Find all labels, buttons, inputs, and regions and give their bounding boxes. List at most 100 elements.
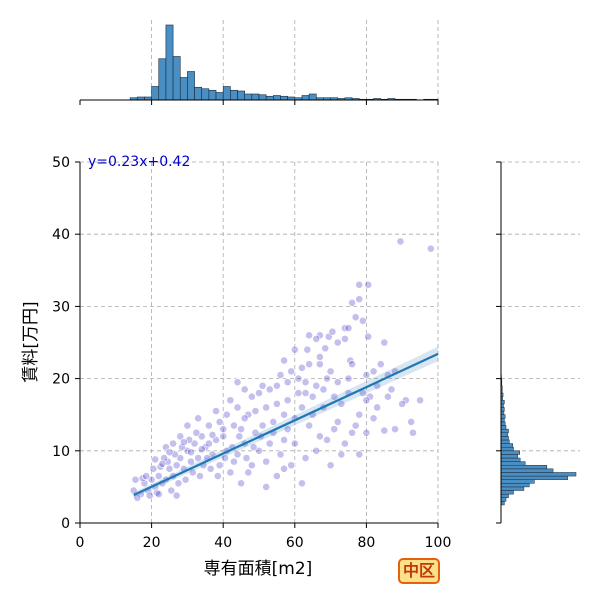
scatter-point bbox=[283, 378, 292, 387]
scatter-point bbox=[242, 454, 251, 462]
scatter-point bbox=[269, 418, 278, 426]
scatter-point bbox=[249, 443, 258, 452]
scatter-point bbox=[416, 396, 424, 405]
top-hist-bar bbox=[244, 93, 253, 101]
scatter-point bbox=[197, 445, 206, 454]
scatter-point bbox=[330, 425, 339, 434]
scatter-point bbox=[364, 332, 373, 341]
x-tick-label: 60 bbox=[286, 535, 304, 551]
top-hist-bar bbox=[237, 90, 245, 101]
regression-equation: y=0.23x+0.42 bbox=[88, 154, 190, 170]
right-hist-bar bbox=[500, 450, 520, 455]
scatter-point bbox=[172, 461, 181, 470]
scatter-point bbox=[294, 374, 303, 383]
scatter-point bbox=[298, 363, 306, 372]
scatter-point bbox=[337, 399, 346, 408]
right-hist-bar bbox=[500, 490, 514, 495]
scatter-point bbox=[167, 486, 176, 495]
scatter-point bbox=[344, 324, 353, 332]
scatter-point bbox=[240, 385, 249, 394]
scatter-point bbox=[369, 414, 378, 423]
scatter-point bbox=[276, 371, 285, 379]
right-hist-bar bbox=[500, 486, 525, 491]
scatter-point bbox=[380, 426, 389, 435]
scatter-point bbox=[221, 454, 229, 462]
scatter-point bbox=[194, 414, 203, 423]
regression-line bbox=[133, 352, 439, 497]
y-axis-label: 賃料[万円] bbox=[21, 301, 41, 382]
scatter-point bbox=[208, 431, 217, 439]
scatter-point bbox=[176, 454, 185, 462]
scatter-point bbox=[172, 491, 181, 500]
scatter-point bbox=[323, 436, 331, 444]
scatter-point bbox=[348, 428, 356, 437]
scatter-point bbox=[387, 385, 396, 394]
scatter-point bbox=[181, 475, 190, 484]
scatter-point bbox=[398, 399, 407, 408]
top-hist-bar bbox=[265, 95, 274, 101]
scatter-point bbox=[294, 389, 303, 397]
scatter-point bbox=[330, 392, 339, 401]
scatter-point bbox=[341, 439, 349, 448]
scatter-point bbox=[391, 425, 399, 434]
x-tick-label: 40 bbox=[214, 535, 232, 551]
scatter-point bbox=[178, 443, 186, 452]
scatter-point bbox=[383, 392, 392, 401]
scatter-point bbox=[262, 403, 271, 412]
top-hist-bar bbox=[201, 88, 210, 101]
scatter-point bbox=[312, 381, 321, 390]
scatter-plot: 0 20 40 60 80 100 0 10 20 30 40 50 bbox=[52, 155, 451, 551]
scatter-point bbox=[262, 482, 271, 491]
scatter-point bbox=[235, 432, 244, 441]
scatter-point bbox=[160, 454, 169, 462]
scatter-point bbox=[131, 475, 140, 484]
scatter-point bbox=[240, 414, 249, 423]
scatter-point bbox=[315, 432, 324, 441]
right-histogram bbox=[496, 161, 580, 524]
top-hist-bar bbox=[301, 95, 310, 101]
scatter-point bbox=[197, 432, 206, 441]
scatter-point bbox=[206, 464, 215, 473]
top-hist-bar bbox=[165, 24, 174, 101]
scatter-point bbox=[290, 439, 299, 448]
scatter-point bbox=[396, 237, 405, 246]
district-badge: 中区 bbox=[398, 558, 440, 584]
x-tick-label: 20 bbox=[143, 535, 161, 551]
scatter-point bbox=[276, 450, 285, 459]
right-hist-bar bbox=[500, 457, 521, 462]
scatter-point bbox=[315, 353, 324, 361]
scatter-point bbox=[303, 345, 312, 354]
scatter-point bbox=[312, 446, 321, 455]
x-tick-label: 100 bbox=[425, 535, 452, 551]
scatter-point bbox=[194, 454, 203, 462]
y-tick-label: 0 bbox=[61, 516, 70, 532]
scatter-point bbox=[165, 464, 174, 473]
scatter-point bbox=[287, 367, 296, 376]
scatter-point bbox=[183, 421, 192, 430]
scatter-point bbox=[204, 421, 213, 430]
scatter-point bbox=[348, 298, 356, 307]
scatter-point bbox=[283, 396, 292, 405]
top-hist-bar bbox=[158, 58, 167, 101]
scatter-point bbox=[149, 464, 158, 473]
scatter-point bbox=[301, 389, 310, 397]
right-hist-bar bbox=[500, 472, 577, 477]
scatter-point bbox=[376, 360, 385, 369]
y-tick-label: 10 bbox=[52, 444, 70, 460]
scatter-point bbox=[251, 407, 260, 415]
scatter-point bbox=[301, 454, 310, 462]
scatter-point bbox=[237, 479, 245, 488]
scatter-point bbox=[158, 459, 167, 468]
scatter-point bbox=[251, 428, 260, 437]
right-hist-bar bbox=[500, 464, 548, 470]
right-hist-bar bbox=[500, 461, 526, 466]
scatter-point bbox=[272, 472, 281, 480]
scatter-point bbox=[280, 436, 288, 444]
scatter-point bbox=[154, 472, 163, 480]
scatter-point bbox=[142, 472, 151, 480]
scatter-point bbox=[244, 468, 253, 477]
right-hist-bar bbox=[500, 421, 506, 426]
y-tick-label: 50 bbox=[52, 155, 70, 171]
right-hist-bar bbox=[500, 443, 513, 448]
scatter-point bbox=[319, 385, 328, 394]
